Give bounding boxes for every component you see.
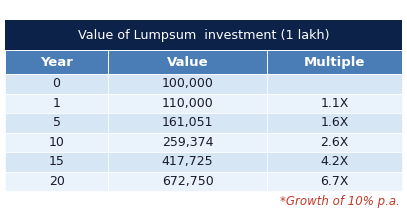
Bar	[108, 171, 267, 191]
Bar	[108, 74, 267, 94]
Text: 1.1X: 1.1X	[320, 97, 349, 110]
Bar	[5, 74, 108, 94]
Text: 259,374: 259,374	[162, 136, 213, 149]
Bar	[5, 171, 108, 191]
Bar	[267, 132, 402, 152]
Text: *Growth of 10% p.a.: *Growth of 10% p.a.	[280, 194, 400, 207]
Bar	[267, 152, 402, 171]
Text: 6.7X: 6.7X	[320, 175, 349, 188]
Bar	[108, 50, 267, 74]
Bar	[5, 94, 108, 113]
Bar	[108, 113, 267, 132]
Text: 10: 10	[49, 136, 65, 149]
Text: Year: Year	[40, 56, 73, 69]
Text: 1: 1	[53, 97, 61, 110]
Text: 672,750: 672,750	[162, 175, 214, 188]
Bar	[108, 152, 267, 171]
Bar	[5, 50, 108, 74]
Text: 5: 5	[53, 116, 61, 129]
Bar	[5, 152, 108, 171]
Bar	[267, 171, 402, 191]
Bar	[267, 74, 402, 94]
Text: 417,725: 417,725	[162, 155, 213, 168]
Bar	[5, 113, 108, 132]
Bar	[5, 20, 402, 50]
Bar	[267, 113, 402, 132]
Text: 4.2X: 4.2X	[320, 155, 349, 168]
Bar	[108, 132, 267, 152]
Bar	[5, 132, 108, 152]
Text: 15: 15	[49, 155, 65, 168]
Text: 1.6X: 1.6X	[320, 116, 349, 129]
Text: Multiple: Multiple	[304, 56, 365, 69]
Text: 110,000: 110,000	[162, 97, 214, 110]
Text: 20: 20	[49, 175, 65, 188]
Bar	[267, 94, 402, 113]
Text: 0: 0	[53, 77, 61, 90]
Text: 100,000: 100,000	[162, 77, 214, 90]
Text: Value: Value	[167, 56, 208, 69]
Bar	[267, 50, 402, 74]
Text: Value of Lumpsum  investment (1 lakh): Value of Lumpsum investment (1 lakh)	[78, 29, 329, 42]
Text: 161,051: 161,051	[162, 116, 213, 129]
Text: 2.6X: 2.6X	[320, 136, 349, 149]
Bar	[108, 94, 267, 113]
